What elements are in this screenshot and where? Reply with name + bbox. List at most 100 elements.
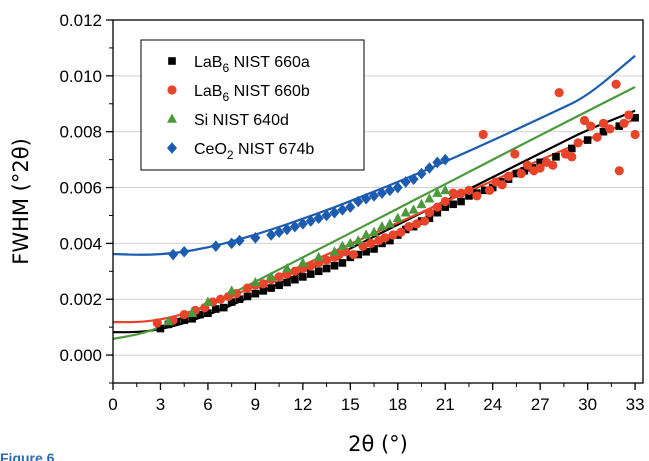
point-ceo2-674b: [440, 153, 451, 166]
x-tick-label: 24: [483, 395, 502, 414]
point-lab6-660b: [579, 115, 590, 126]
point-si-640d: [345, 237, 356, 248]
point-lab6-660b: [412, 219, 422, 229]
point-si-640d: [313, 251, 324, 262]
point-lab6-660a: [583, 136, 592, 144]
point-lab6-660a: [615, 122, 624, 130]
x-tick-label: 21: [436, 395, 455, 414]
point-lab6-660a: [338, 259, 347, 267]
point-ceo2-674b: [392, 181, 403, 194]
figure-label: Figure 6: [0, 450, 55, 461]
point-lab6-660a: [457, 197, 465, 206]
x-tick-label: 27: [531, 395, 550, 414]
point-ceo2-674b: [432, 156, 443, 169]
x-tick-label: 30: [578, 395, 597, 414]
point-ceo2-674b: [250, 232, 261, 244]
point-lab6-660b: [497, 180, 507, 190]
point-si-640d: [408, 204, 419, 214]
point-lab6-660a: [212, 305, 220, 313]
point-lab6-660b: [592, 132, 602, 142]
legend-label-rest: NIST 660b: [229, 83, 310, 100]
point-lab6-660b: [179, 309, 189, 320]
point-ceo2-674b: [329, 206, 340, 219]
point-lab6-660b: [424, 208, 435, 218]
point-si-640d: [416, 198, 427, 209]
point-si-640d: [432, 187, 443, 197]
point-lab6-660b: [573, 138, 583, 148]
legend-label-base: LaB: [194, 83, 222, 100]
legend-marker-si-640d: [167, 113, 177, 123]
legend-label-rest: NIST 660a: [229, 54, 310, 71]
legend-marker-ceo2-674b: [167, 142, 177, 154]
point-lab6-660b: [420, 216, 430, 226]
point-lab6-660b: [274, 272, 284, 282]
point-lab6-660a: [275, 281, 283, 290]
point-ceo2-674b: [179, 245, 190, 258]
legend-label-rest: NIST 674b: [234, 141, 315, 158]
point-si-640d: [369, 226, 380, 237]
point-ceo2-674b: [210, 240, 221, 252]
point-lab6-660b: [432, 202, 442, 212]
point-ceo2-674b: [282, 223, 293, 236]
data-points: [152, 79, 640, 333]
legend-label-subscript: 6: [222, 61, 229, 75]
legend-label-si-640d: Si NIST 640d: [194, 112, 289, 129]
point-ceo2-674b: [274, 226, 285, 239]
point-lab6-660a: [196, 310, 204, 319]
point-ceo2-674b: [384, 184, 395, 197]
point-ceo2-674b: [321, 209, 332, 222]
point-lab6-660a: [156, 324, 165, 333]
legend-label-base: Si NIST 640d: [194, 112, 289, 129]
point-lab6-660b: [611, 79, 621, 89]
point-si-640d: [400, 207, 411, 217]
point-lab6-660b: [624, 110, 634, 120]
point-lab6-660b: [396, 227, 406, 237]
point-si-640d: [163, 316, 174, 326]
point-lab6-660b: [380, 233, 390, 243]
x-tick-label: 9: [251, 395, 260, 414]
point-lab6-660b: [242, 283, 253, 293]
point-lab6-660b: [290, 266, 300, 276]
point-lab6-660b: [348, 249, 359, 260]
x-tick-label: 6: [203, 395, 212, 414]
legend-marker-lab6-660a: [168, 57, 176, 65]
point-si-640d: [392, 212, 403, 223]
point-lab6-660a: [267, 284, 276, 292]
point-lab6-660a: [299, 273, 307, 281]
point-lab6-660a: [536, 158, 544, 167]
y-tick-label: 0.002: [59, 290, 102, 309]
x-tick-label: 0: [108, 395, 117, 414]
point-lab6-660a: [568, 144, 576, 153]
point-lab6-660a: [386, 236, 394, 245]
point-ceo2-674b: [305, 215, 316, 227]
point-lab6-660b: [605, 124, 615, 134]
point-lab6-660a: [251, 289, 260, 298]
point-ceo2-674b: [361, 192, 372, 205]
point-lab6-660b: [306, 261, 316, 271]
point-lab6-660a: [480, 186, 489, 195]
point-ceo2-674b: [337, 204, 348, 216]
point-lab6-660a: [188, 314, 196, 323]
point-lab6-660b: [619, 118, 629, 128]
x-tick-label: 12: [293, 395, 312, 414]
plot-frame: [112, 19, 644, 384]
point-lab6-660b: [472, 191, 482, 201]
x-tick-label: 3: [156, 395, 165, 414]
point-ceo2-674b: [345, 201, 356, 213]
point-lab6-660a: [204, 309, 212, 317]
y-axis-title: FWHM (°2θ): [9, 138, 33, 265]
point-lab6-660a: [283, 278, 291, 287]
point-lab6-660b: [478, 129, 488, 140]
y-tick-label: 0.010: [59, 67, 102, 86]
point-lab6-660a: [441, 203, 450, 211]
point-lab6-660b: [388, 230, 398, 240]
point-lab6-660a: [512, 169, 521, 178]
point-lab6-660b: [215, 294, 226, 304]
point-ceo2-674b: [234, 234, 245, 247]
point-lab6-660a: [259, 287, 268, 295]
point-ceo2-674b: [226, 237, 237, 250]
point-lab6-660a: [227, 298, 236, 306]
point-lab6-660b: [614, 166, 624, 176]
point-lab6-660b: [567, 152, 577, 162]
